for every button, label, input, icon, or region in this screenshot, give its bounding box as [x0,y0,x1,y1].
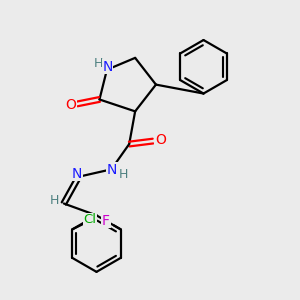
Text: N: N [107,163,117,177]
Text: O: O [155,133,166,147]
Text: H: H [94,57,103,70]
Text: N: N [72,167,83,181]
Text: F: F [102,214,110,228]
Text: O: O [65,98,76,112]
Text: Cl: Cl [83,213,96,226]
Text: H: H [50,194,59,207]
Text: H: H [119,168,128,181]
Text: N: N [102,60,113,74]
